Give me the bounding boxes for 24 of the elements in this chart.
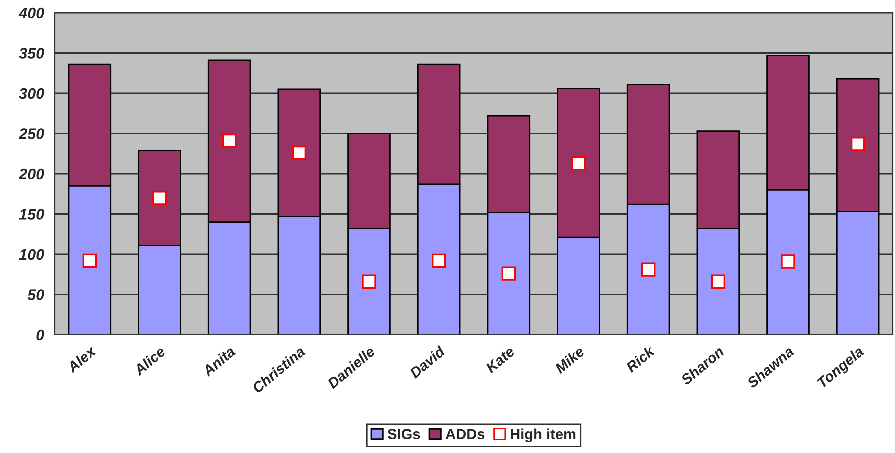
point [851, 137, 866, 152]
y-tick-label: 150 [19, 209, 44, 220]
y-tick-label: 200 [18, 168, 44, 180]
y-tick-label: 300 [19, 88, 44, 100]
point [292, 146, 306, 160]
point [82, 254, 97, 268]
point [362, 274, 376, 289]
point [572, 156, 586, 171]
y-tick-label: 250 [18, 128, 44, 140]
legend-label: High item [511, 428, 576, 442]
point [222, 134, 237, 148]
point [781, 254, 796, 269]
point [152, 191, 167, 206]
y-tick-label: 50 [28, 290, 44, 300]
legend-label: ADDs [446, 429, 485, 440]
point [711, 274, 726, 289]
y-tick-label: 100 [19, 249, 44, 260]
legend-label: SIGs [388, 429, 420, 440]
y-tick-label: 400 [18, 8, 44, 19]
point [642, 262, 656, 277]
point [502, 266, 516, 281]
y-tick-label: 0 [36, 330, 44, 341]
point [432, 254, 446, 268]
y-tick-label: 350 [19, 48, 44, 59]
